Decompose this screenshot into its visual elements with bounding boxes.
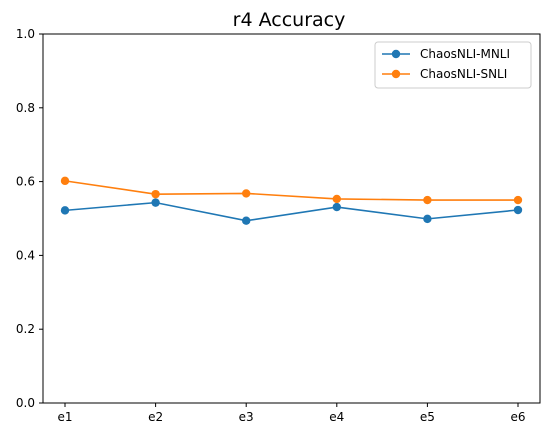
series-line <box>64 201 519 222</box>
legend-label: ChaosNLI-SNLI <box>420 67 507 81</box>
y-tick-label: 1.0 <box>16 27 35 41</box>
data-point <box>332 194 341 204</box>
data-point <box>513 205 523 215</box>
chart-title: r4 Accuracy <box>233 9 346 31</box>
x-tick-label: e6 <box>510 410 525 424</box>
x-tick-label: e5 <box>420 410 435 424</box>
x-tick-label: e3 <box>239 410 254 424</box>
data-point <box>423 214 432 224</box>
x-tick-label: e1 <box>57 410 72 424</box>
y-tick-label: 0.6 <box>16 175 35 189</box>
data-point <box>60 176 70 186</box>
legend: ChaosNLI-MNLI ChaosNLI-SNLI <box>374 41 532 89</box>
x-tick-label: e4 <box>329 410 344 424</box>
data-point <box>151 198 160 207</box>
series-chaosnli-mnli <box>60 198 523 225</box>
y-tick-label: 0.2 <box>16 322 35 336</box>
x-axis: e1 e2 e3 e4 e5 e6 <box>57 403 526 424</box>
series-layer <box>60 176 523 225</box>
legend-label: ChaosNLI-MNLI <box>420 47 510 61</box>
data-point <box>242 216 251 225</box>
y-tick-label: 0.8 <box>16 101 35 115</box>
y-tick-label: 0.0 <box>16 396 35 410</box>
data-point <box>242 189 251 198</box>
legend-box <box>374 41 532 89</box>
plot-area-frame <box>42 33 541 404</box>
series-line <box>64 180 518 201</box>
x-tick-label: e2 <box>148 410 163 424</box>
data-point <box>332 202 341 212</box>
data-point <box>60 206 70 215</box>
y-axis: 0.0 0.2 0.4 0.6 0.8 1.0 <box>16 27 43 410</box>
data-point <box>513 195 523 205</box>
legend-marker <box>391 49 401 59</box>
data-point <box>423 195 432 205</box>
series-chaosnli-snli <box>60 176 523 205</box>
y-tick-label: 0.4 <box>16 248 35 262</box>
legend-marker <box>391 69 401 79</box>
data-point <box>151 189 160 199</box>
